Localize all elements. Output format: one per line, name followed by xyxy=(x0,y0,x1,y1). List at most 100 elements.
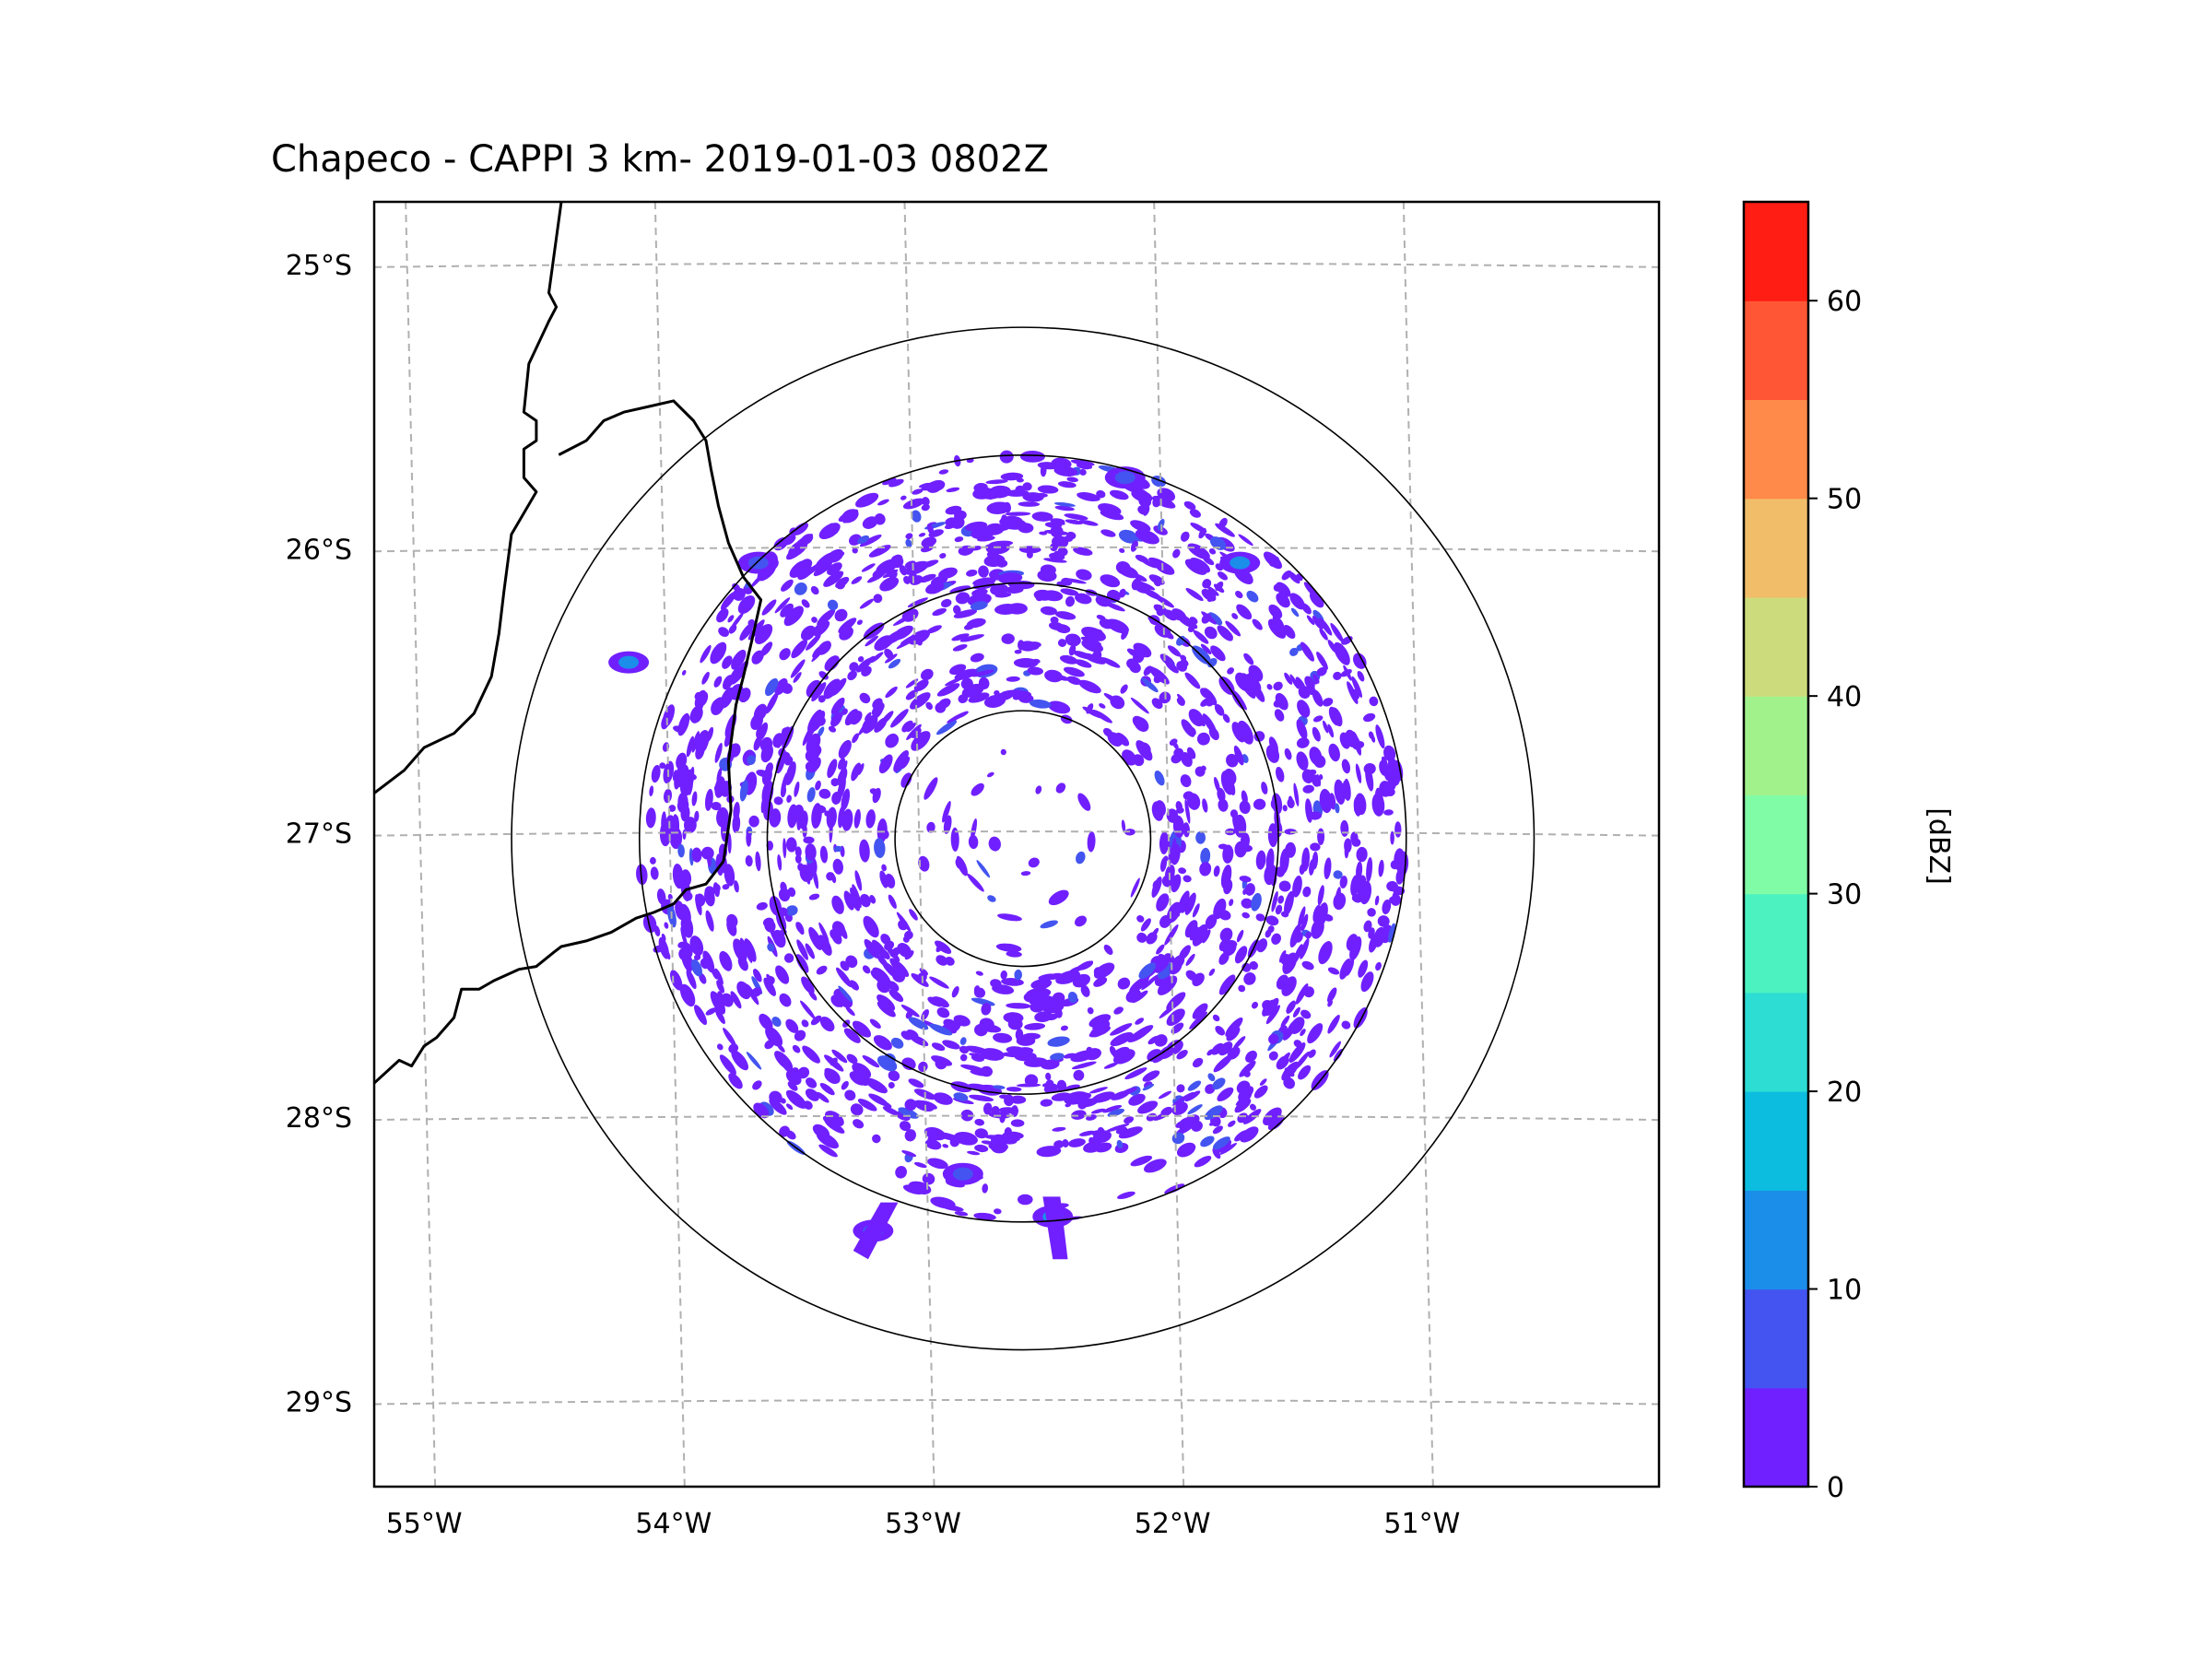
echo-speck xyxy=(1324,857,1332,880)
echo-speck xyxy=(728,1073,743,1089)
echo-speck xyxy=(1282,805,1288,812)
echo-speck xyxy=(1146,932,1158,945)
echo-speck xyxy=(865,635,879,647)
echo-speck xyxy=(1378,859,1384,877)
echo-speck xyxy=(937,698,951,709)
echo-speck xyxy=(1000,472,1024,481)
echo-speck xyxy=(1353,653,1367,669)
echo-speck xyxy=(804,869,809,881)
echo-speck xyxy=(908,1078,924,1088)
echo-speck xyxy=(1148,574,1165,585)
echo-speck xyxy=(765,691,779,714)
echo-speck xyxy=(670,970,683,991)
echo-speck xyxy=(1344,778,1351,797)
echo-speck xyxy=(801,599,810,608)
echo-speck xyxy=(650,866,659,880)
echo-speck xyxy=(882,477,897,486)
echo-speck xyxy=(1355,763,1362,783)
echo-speck xyxy=(1300,641,1315,662)
echo-speck xyxy=(974,1144,989,1153)
echo-speck xyxy=(879,577,900,592)
echo-speck xyxy=(938,469,949,475)
range-ring xyxy=(638,454,1407,1223)
echo-speck xyxy=(764,1039,775,1050)
echo-speck xyxy=(830,697,845,715)
echo-speck xyxy=(694,810,700,822)
echo-speck xyxy=(952,643,968,652)
echo-speck xyxy=(1238,984,1246,993)
echo-speck xyxy=(1317,828,1325,846)
echo-speck xyxy=(1067,991,1078,1004)
map-frame xyxy=(372,200,1661,1488)
echo-speck xyxy=(1312,715,1324,723)
echo-speck xyxy=(801,1019,809,1028)
echo-speck xyxy=(1113,1006,1124,1015)
echo-speck xyxy=(1205,914,1218,930)
map-area[interactable] xyxy=(374,202,1659,1487)
echo-speck xyxy=(1110,1031,1134,1047)
echo-speck xyxy=(900,1121,912,1132)
echo-speck xyxy=(951,986,959,998)
echo-speck xyxy=(732,587,746,601)
echo-speck xyxy=(831,874,837,884)
echo-speck xyxy=(1327,999,1333,1007)
echo-speck xyxy=(713,676,723,688)
echo-core-center xyxy=(1230,556,1251,570)
echo-speck xyxy=(918,533,926,537)
echo-speck xyxy=(816,965,828,975)
echo-speck xyxy=(683,817,697,833)
echo-speck xyxy=(1298,1065,1312,1080)
echo-speck xyxy=(1249,960,1259,971)
echo-speck xyxy=(1218,974,1236,995)
echo-speck xyxy=(1092,1019,1111,1033)
echo-speck xyxy=(1044,669,1063,683)
echo-speck xyxy=(800,1000,816,1019)
echo-speck xyxy=(1124,1067,1147,1080)
echo-speck xyxy=(1356,861,1363,880)
echo-speck xyxy=(844,1089,856,1101)
echo-speck xyxy=(999,1107,1019,1114)
echo-speck xyxy=(796,922,805,935)
echo-speck xyxy=(1166,1008,1185,1027)
echo-speck xyxy=(750,713,763,730)
echo-speck xyxy=(645,807,656,829)
echo-speck xyxy=(829,550,838,559)
echo-speck xyxy=(772,929,786,948)
echo-speck xyxy=(1240,1126,1259,1143)
echo-speck xyxy=(1230,809,1239,818)
echo-speck xyxy=(999,1094,1009,1100)
echo-speck xyxy=(1121,628,1129,641)
echo-speck xyxy=(1213,865,1220,877)
echo-speck xyxy=(1213,1054,1233,1073)
echo-speck xyxy=(827,759,838,779)
echo-speck xyxy=(691,847,702,863)
colorbar-bin xyxy=(1744,498,1808,598)
echo-speck xyxy=(1162,629,1174,640)
echo-speck xyxy=(1005,512,1031,516)
echo-speck xyxy=(800,625,817,641)
y-tick-label: 28°S xyxy=(286,1102,352,1135)
echo-speck xyxy=(1176,1084,1185,1093)
echo-speck xyxy=(1296,737,1310,748)
echo-speck xyxy=(857,535,870,545)
echo-speck xyxy=(1212,1136,1230,1150)
echo-speck xyxy=(1265,929,1272,938)
echo-speck xyxy=(704,888,715,907)
echo-speck xyxy=(1241,898,1253,909)
echo-speck xyxy=(839,760,848,778)
echo-speck xyxy=(880,640,894,650)
echo-speck xyxy=(856,619,863,626)
echo-speck xyxy=(1239,876,1252,883)
echo-speck xyxy=(1156,893,1170,912)
echo-speck xyxy=(999,450,1014,464)
echo-speck xyxy=(1294,1051,1310,1070)
echo-speck xyxy=(1037,569,1057,582)
echo-speck xyxy=(880,711,894,725)
echo-speck xyxy=(1184,920,1198,938)
echo-speck xyxy=(778,888,791,902)
echo-speck xyxy=(1056,1079,1067,1091)
echo-speck xyxy=(677,941,687,948)
echo-speck xyxy=(659,762,666,770)
echo-speck xyxy=(710,991,726,1015)
echo-speck xyxy=(1341,759,1351,774)
